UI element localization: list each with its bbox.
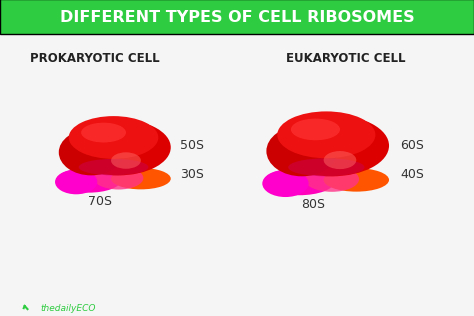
Ellipse shape bbox=[274, 115, 389, 176]
Text: 70S: 70S bbox=[88, 195, 111, 208]
Text: EUKARYOTIC CELL: EUKARYOTIC CELL bbox=[286, 52, 406, 65]
Ellipse shape bbox=[66, 119, 171, 175]
Text: 80S: 80S bbox=[301, 198, 325, 211]
Ellipse shape bbox=[264, 168, 335, 195]
Text: thedailyECO: thedailyECO bbox=[40, 304, 96, 313]
Text: 50S: 50S bbox=[180, 139, 204, 152]
Text: 30S: 30S bbox=[180, 168, 204, 181]
Ellipse shape bbox=[81, 123, 126, 143]
Text: PROKARYOTIC CELL: PROKARYOTIC CELL bbox=[30, 52, 160, 65]
Ellipse shape bbox=[79, 159, 148, 175]
Ellipse shape bbox=[288, 158, 365, 176]
Ellipse shape bbox=[324, 151, 356, 169]
Ellipse shape bbox=[277, 112, 375, 158]
Ellipse shape bbox=[111, 168, 171, 189]
Ellipse shape bbox=[266, 126, 337, 176]
Text: 40S: 40S bbox=[401, 168, 424, 181]
Text: 60S: 60S bbox=[401, 139, 424, 152]
Ellipse shape bbox=[324, 168, 389, 191]
Ellipse shape bbox=[304, 167, 359, 192]
Ellipse shape bbox=[111, 152, 141, 169]
FancyBboxPatch shape bbox=[0, 0, 474, 34]
Ellipse shape bbox=[56, 168, 121, 193]
Ellipse shape bbox=[55, 170, 97, 194]
Text: DIFFERENT TYPES OF CELL RIBOSOMES: DIFFERENT TYPES OF CELL RIBOSOMES bbox=[60, 10, 414, 25]
Ellipse shape bbox=[59, 129, 123, 175]
Ellipse shape bbox=[262, 170, 309, 197]
Ellipse shape bbox=[93, 167, 143, 190]
Ellipse shape bbox=[69, 116, 158, 159]
Ellipse shape bbox=[291, 118, 340, 140]
